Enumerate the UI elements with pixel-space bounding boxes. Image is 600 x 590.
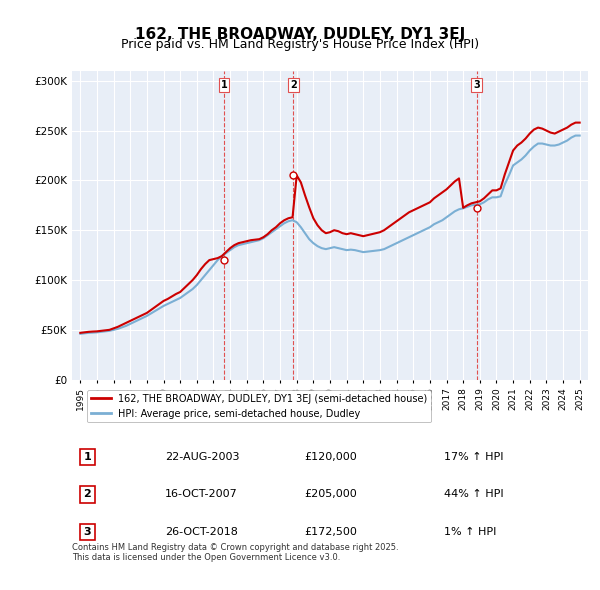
Text: £172,500: £172,500 xyxy=(304,527,357,537)
Text: 44% ↑ HPI: 44% ↑ HPI xyxy=(443,489,503,499)
Text: £120,000: £120,000 xyxy=(304,452,357,462)
Text: £205,000: £205,000 xyxy=(304,489,357,499)
Text: 2: 2 xyxy=(290,80,296,90)
Text: Contains HM Land Registry data © Crown copyright and database right 2025.
This d: Contains HM Land Registry data © Crown c… xyxy=(72,543,398,562)
Text: 17% ↑ HPI: 17% ↑ HPI xyxy=(443,452,503,462)
Text: 16-OCT-2007: 16-OCT-2007 xyxy=(165,489,238,499)
Text: 1: 1 xyxy=(83,452,91,462)
Legend: 162, THE BROADWAY, DUDLEY, DY1 3EJ (semi-detached house), HPI: Average price, se: 162, THE BROADWAY, DUDLEY, DY1 3EJ (semi… xyxy=(87,390,431,422)
Text: 162, THE BROADWAY, DUDLEY, DY1 3EJ: 162, THE BROADWAY, DUDLEY, DY1 3EJ xyxy=(135,27,465,41)
Text: 2: 2 xyxy=(83,489,91,499)
Text: 1% ↑ HPI: 1% ↑ HPI xyxy=(443,527,496,537)
Text: 26-OCT-2018: 26-OCT-2018 xyxy=(165,527,238,537)
Text: 22-AUG-2003: 22-AUG-2003 xyxy=(165,452,239,462)
Text: 3: 3 xyxy=(83,527,91,537)
Text: Price paid vs. HM Land Registry's House Price Index (HPI): Price paid vs. HM Land Registry's House … xyxy=(121,38,479,51)
Text: 1: 1 xyxy=(221,80,227,90)
Text: 3: 3 xyxy=(473,80,480,90)
